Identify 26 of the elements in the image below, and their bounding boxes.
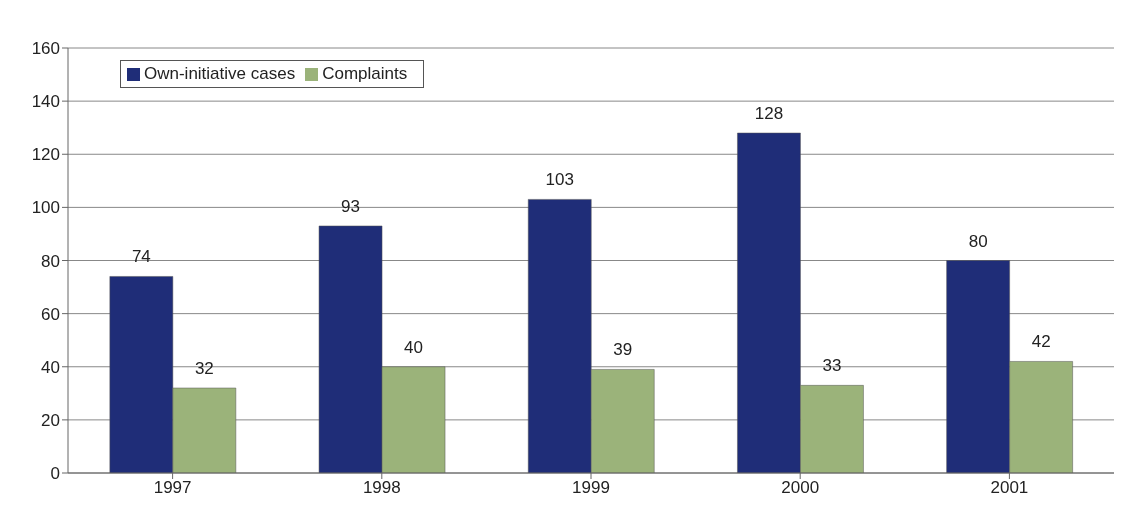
x-tick-label: 2001 [990,478,1029,498]
data-label: 40 [404,337,423,357]
x-tick-label: 2000 [781,478,820,498]
y-tick-label: 60 [41,304,60,324]
y-tick-label: 40 [41,357,60,377]
data-label: 33 [822,356,842,376]
data-label: 103 [545,170,574,190]
y-tick-label: 140 [31,92,60,112]
legend-label: Complaints [322,64,408,83]
y-tick-label: 100 [31,198,60,218]
y-tick-label: 160 [31,39,60,59]
data-label: 93 [341,196,360,216]
data-label: 80 [968,231,988,251]
x-tick-label: 1999 [572,478,610,498]
y-tick-label: 0 [50,464,60,484]
data-label: 39 [613,340,633,360]
data-label: 128 [754,104,784,123]
y-tick-label: 120 [31,145,60,165]
x-tick-label: 1998 [362,478,401,498]
data-label: 74 [131,247,151,267]
y-tick-label: 20 [41,410,60,430]
x-tick-label: 1997 [153,478,192,498]
data-label: 42 [1031,332,1051,352]
data-label: 32 [194,359,214,378]
y-tick-label: 80 [41,251,60,271]
legend-label: Own-initiative cases [144,64,296,83]
